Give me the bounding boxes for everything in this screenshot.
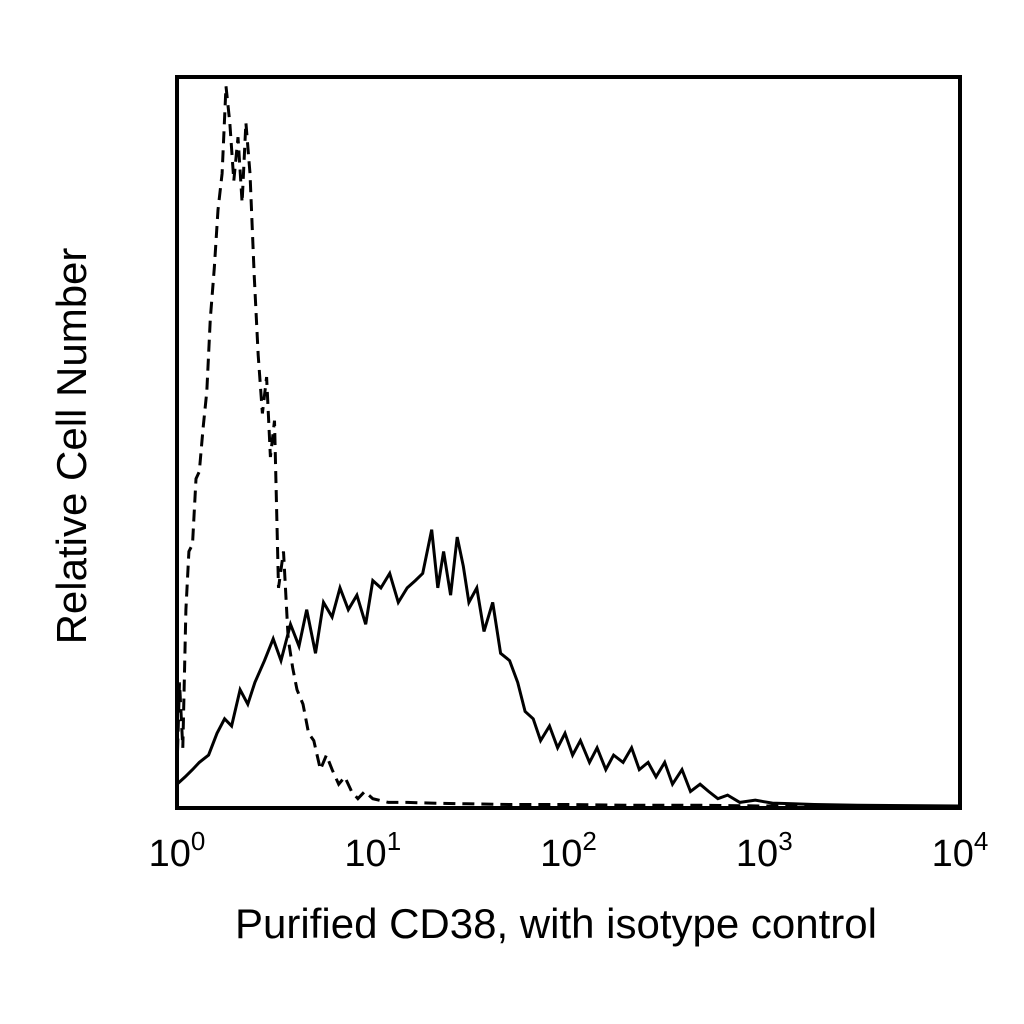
x-tick-label: 102 xyxy=(540,826,597,875)
cd38-series-line xyxy=(175,529,961,808)
isotype-control-series-line xyxy=(175,86,960,808)
x-tick-label: 103 xyxy=(736,826,793,875)
x-tick-label: 101 xyxy=(344,826,401,875)
y-axis-label: Relative Cell Number xyxy=(48,248,95,645)
x-axis-label: Purified CD38, with isotype control xyxy=(235,900,877,947)
x-tick-labels: 100 101 102 103 104 xyxy=(149,826,989,875)
x-tick-label: 104 xyxy=(932,826,989,875)
plot-frame xyxy=(175,75,962,810)
series-layer xyxy=(175,86,961,808)
x-tick-label: 100 xyxy=(149,826,206,875)
